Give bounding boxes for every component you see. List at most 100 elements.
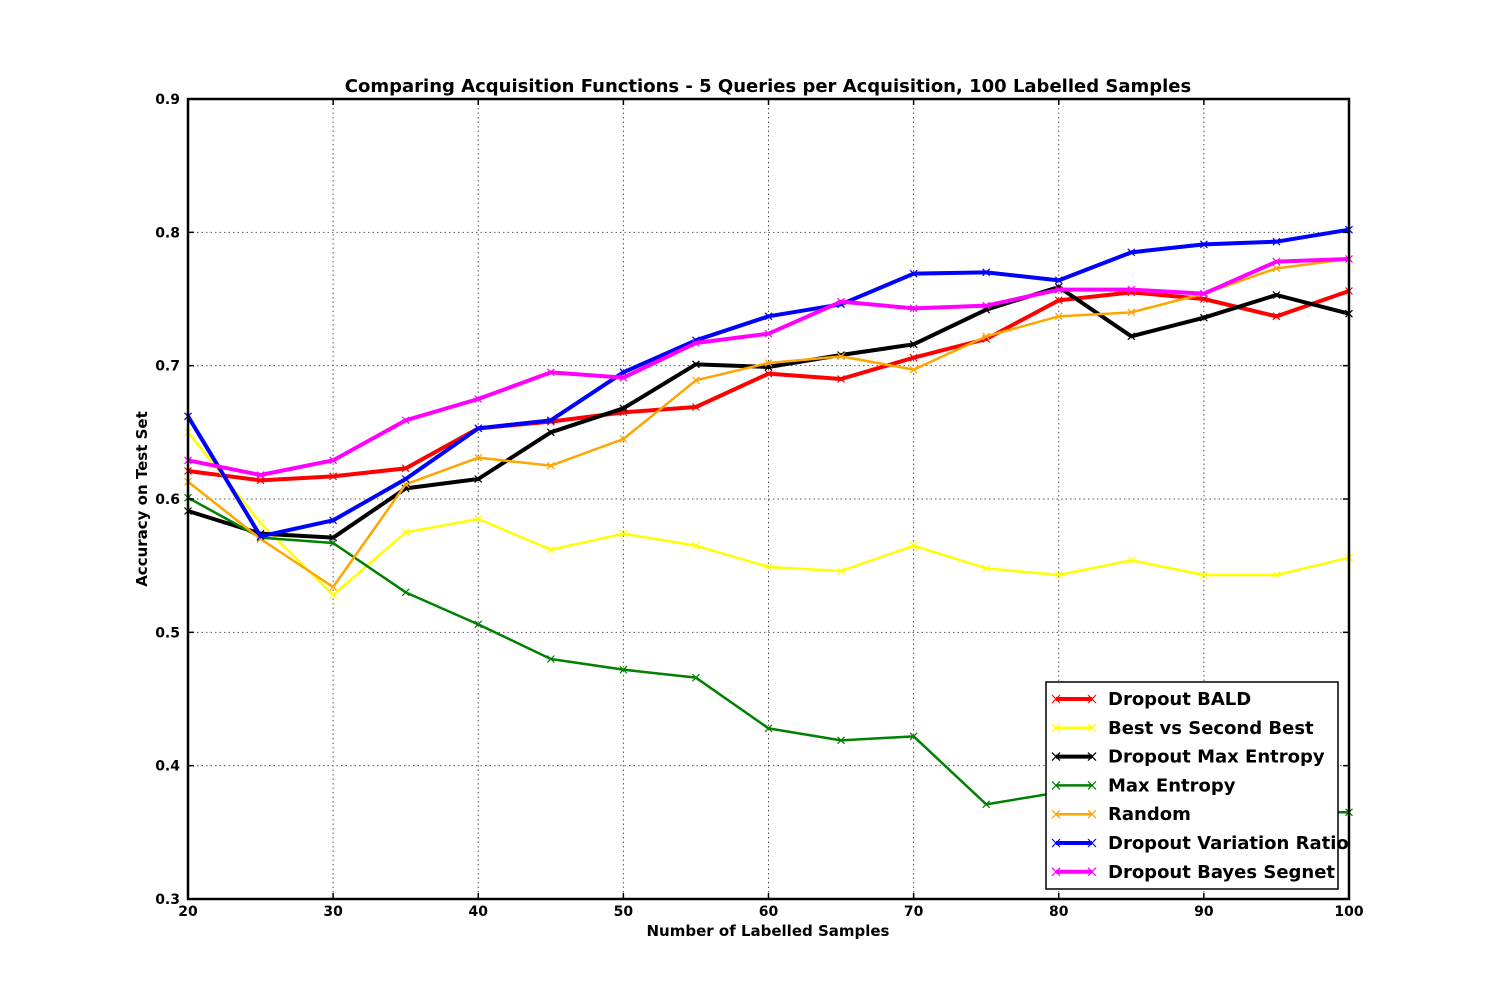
data-point-marker (329, 591, 338, 599)
data-point-marker (1272, 257, 1281, 266)
data-point-marker (474, 453, 483, 462)
data-point-marker (1087, 752, 1097, 762)
data-point-marker (474, 620, 483, 629)
data-point-marker (401, 528, 410, 537)
x-tick-label: 100 (1334, 904, 1363, 920)
data-point-marker (256, 532, 265, 541)
data-point-marker (1054, 312, 1063, 321)
data-point-marker (982, 564, 991, 573)
data-point-marker (837, 567, 845, 575)
data-point-marker (764, 329, 773, 338)
data-point-marker (1054, 285, 1063, 294)
legend-label: Dropout Bayes Segnet (1108, 862, 1335, 883)
chart-title: Comparing Acquisition Functions - 5 Quer… (345, 76, 1191, 97)
y-tick-label: 0.6 (155, 492, 180, 508)
y-tick-label: 0.9 (155, 92, 180, 108)
data-point-marker (1054, 276, 1063, 285)
data-point-marker (329, 583, 338, 591)
legend-label: Dropout Max Entropy (1108, 747, 1325, 768)
data-point-marker (1199, 289, 1208, 298)
data-point-marker (1127, 308, 1136, 317)
series-layer (184, 225, 1353, 817)
data-point-marker (619, 529, 628, 538)
legend-label: Max Entropy (1108, 775, 1236, 796)
y-tick-label: 0.3 (155, 892, 180, 908)
data-point-marker (546, 416, 555, 425)
data-point-marker (692, 376, 700, 385)
legend-item: Dropout Max Entropy (1051, 747, 1325, 768)
data-point-marker (1087, 780, 1097, 790)
data-point-marker (474, 424, 483, 433)
data-point-marker (982, 301, 991, 310)
legend: Dropout BALD Best vs Second Best Dropout M… (1045, 681, 1349, 890)
data-point-marker (1087, 694, 1097, 704)
data-point-marker (619, 435, 628, 443)
data-point-marker (764, 312, 773, 321)
data-point-marker (1051, 867, 1061, 877)
data-point-marker (1054, 296, 1063, 305)
data-point-marker (546, 655, 555, 663)
data-point-marker (1272, 571, 1281, 579)
data-point-marker (329, 539, 338, 547)
data-point-marker (909, 304, 918, 313)
data-point-marker (692, 339, 700, 347)
x-tick-label: 70 (904, 904, 924, 920)
data-point-marker (256, 519, 265, 527)
data-point-marker (764, 724, 773, 733)
data-point-marker (1199, 313, 1208, 322)
data-point-marker (1272, 237, 1281, 246)
legend-item: Best vs Second Best (1051, 718, 1314, 739)
data-point-marker (329, 472, 338, 481)
data-point-marker (837, 375, 845, 383)
data-point-marker (692, 541, 700, 550)
data-point-marker (982, 332, 991, 341)
y-tick-label: 0.5 (155, 625, 180, 641)
data-point-marker (764, 369, 773, 378)
data-point-marker (1127, 285, 1136, 294)
legend-item: Random (1051, 804, 1191, 825)
data-point-marker (619, 404, 628, 413)
y-tick-label: 0.4 (155, 759, 180, 775)
data-point-marker (546, 545, 555, 554)
data-point-marker (1127, 332, 1136, 341)
data-point-marker (1272, 264, 1281, 273)
series-random (184, 255, 1353, 591)
data-point-marker (1051, 752, 1061, 762)
data-point-marker (764, 563, 773, 571)
data-point-marker (474, 515, 483, 523)
data-point-marker (401, 464, 410, 473)
legend-item: Max Entropy (1051, 775, 1236, 796)
data-point-marker (1051, 838, 1061, 848)
data-point-marker (1127, 556, 1136, 565)
y-tick-label: 0.7 (155, 359, 180, 375)
x-tick-label: 90 (1194, 904, 1214, 920)
data-point-marker (1054, 571, 1063, 579)
data-point-marker (401, 416, 410, 425)
data-point-marker (256, 471, 265, 479)
data-point-marker (909, 732, 918, 741)
data-point-marker (1087, 867, 1097, 877)
data-point-marker (1272, 312, 1281, 321)
data-point-marker (837, 736, 845, 745)
data-point-marker (1087, 723, 1097, 733)
x-tick-label: 50 (614, 904, 634, 920)
x-tick-label: 60 (759, 904, 779, 920)
data-point-marker (837, 352, 845, 361)
data-point-marker (909, 340, 918, 349)
data-point-marker (619, 373, 628, 382)
x-tick-label: 80 (1049, 904, 1069, 920)
data-point-marker (1199, 571, 1208, 579)
data-point-marker (909, 353, 918, 362)
legend-item: Dropout BALD (1051, 689, 1251, 710)
data-point-marker (1051, 780, 1061, 790)
data-point-marker (1199, 240, 1208, 249)
data-point-marker (1051, 809, 1061, 819)
data-point-marker (692, 673, 700, 682)
legend-label: Dropout Variation Ratio (1108, 833, 1349, 854)
data-point-marker (1051, 694, 1061, 704)
y-axis-label: Accuracy on Test Set (133, 411, 151, 587)
data-point-marker (546, 368, 555, 377)
legend-item: Dropout Variation Ratio (1051, 833, 1349, 854)
x-tick-label: 20 (178, 904, 198, 920)
